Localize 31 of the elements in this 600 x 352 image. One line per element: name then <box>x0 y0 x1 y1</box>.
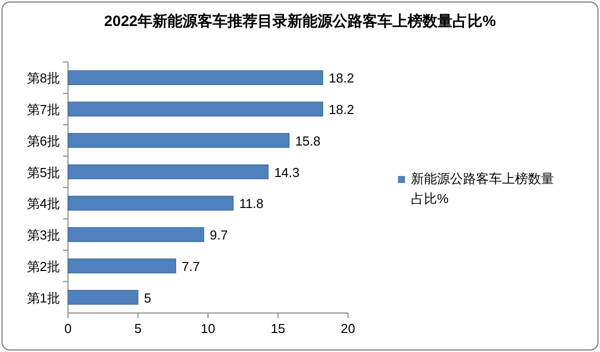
bar <box>68 70 324 86</box>
bar <box>68 290 138 305</box>
y-tick-label: 第6批 <box>26 133 60 148</box>
data-label: 9.7 <box>210 228 228 243</box>
bar <box>68 227 204 242</box>
y-tick-label: 第5批 <box>26 164 60 180</box>
data-label: 7.7 <box>182 258 200 274</box>
bar <box>68 258 176 274</box>
bar <box>68 164 268 180</box>
legend-label: 新能源公路客车上榜数量占比% <box>411 171 554 206</box>
x-tick-label: 20 <box>340 321 356 336</box>
y-tick-label: 第1批 <box>26 290 60 306</box>
y-tick-label: 第8批 <box>26 70 60 86</box>
y-tick-label: 第2批 <box>26 258 60 274</box>
data-label: 11.8 <box>239 196 264 212</box>
bar <box>68 196 234 211</box>
data-label: 5 <box>144 290 152 306</box>
bar <box>68 102 324 116</box>
x-tick-label: 0 <box>64 321 72 336</box>
y-tick-label: 第3批 <box>26 228 60 243</box>
y-tick-label: 第4批 <box>26 196 60 212</box>
bar <box>68 133 290 148</box>
x-tick-label: 15 <box>270 321 286 336</box>
data-label: 18.2 <box>328 70 354 86</box>
data-label: 14.3 <box>274 164 300 180</box>
data-label: 15.8 <box>295 133 321 148</box>
chart-title: 2022年新能源客车推荐目录新能源公路客车上榜数量占比% <box>104 12 496 30</box>
x-tick-label: 5 <box>134 321 142 336</box>
x-tick-label: 10 <box>200 321 216 336</box>
data-label: 18.2 <box>328 102 354 118</box>
y-tick-label: 第7批 <box>26 102 60 118</box>
